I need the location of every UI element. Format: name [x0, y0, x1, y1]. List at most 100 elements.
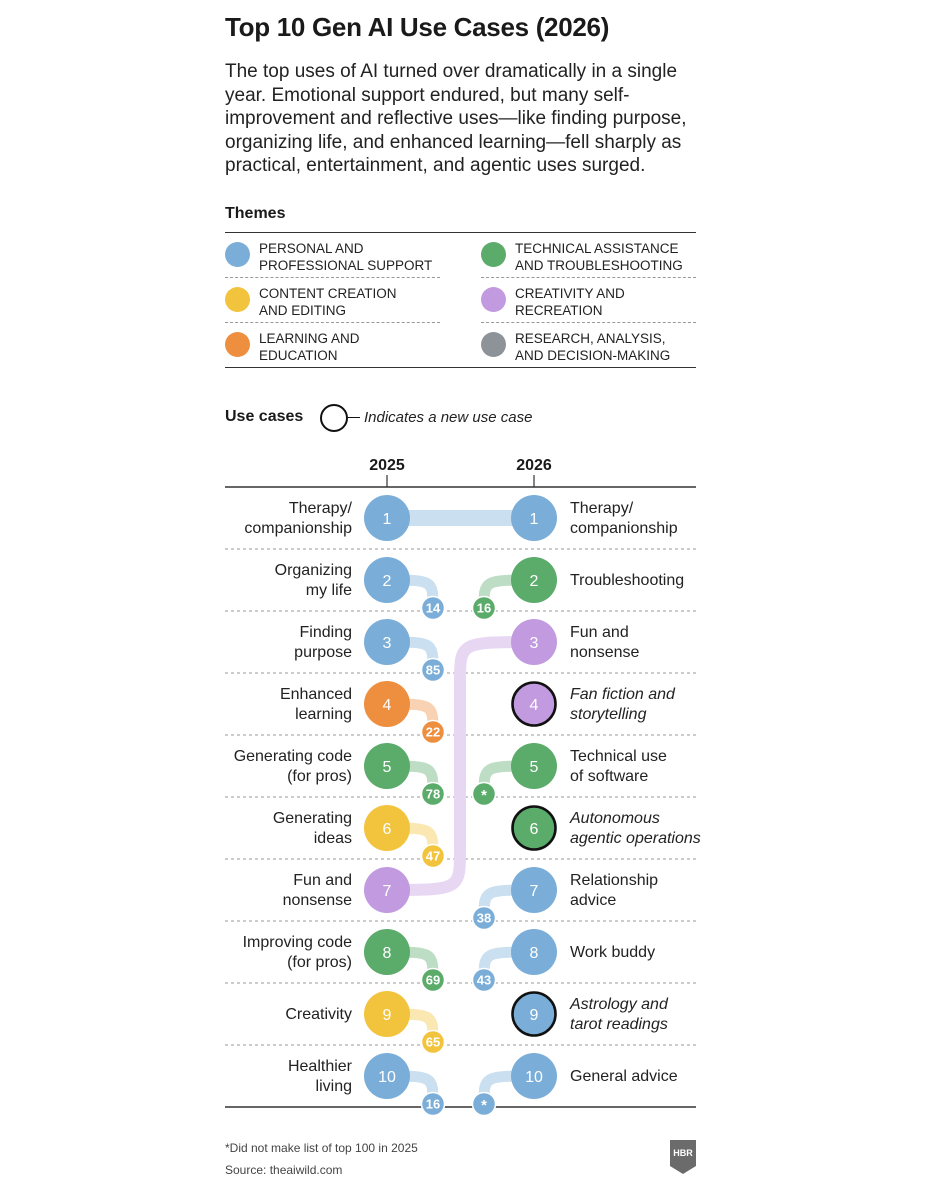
rank-2026-number: 4: [530, 697, 539, 714]
rank-2025-circle: [364, 805, 410, 851]
rank-2025-badge-label: 38: [477, 911, 491, 926]
rank-2026-badge-label: 65: [426, 1035, 440, 1050]
legend-label-personal: Personal and professional support: [259, 241, 433, 273]
rank-2026-badge-label: 47: [426, 849, 440, 864]
rank-2026-circle: [511, 557, 557, 603]
rank-2025-circle: [364, 991, 410, 1037]
rank-2026-circle: [511, 929, 557, 975]
legend-divider: [225, 277, 440, 278]
rank-2026-badge-label: 16: [426, 1097, 440, 1112]
use-case-2025-label: Generating ideas: [273, 810, 352, 847]
legend-item-content: Content creation and editing: [225, 278, 440, 322]
rank-2026-circle-new: [511, 805, 557, 851]
rank-2025-number: 6: [383, 821, 392, 838]
legend-item-learning: Learning and education: [225, 323, 440, 367]
rank-2026-badge: [420, 657, 446, 683]
new-use-case-note: Indicates a new use case: [364, 409, 533, 426]
rank-2026-badge: [420, 1029, 446, 1055]
rank-2025-circle: [364, 557, 410, 603]
use-case-2026-label: Astrology and tarot readings: [569, 996, 669, 1033]
legend-dot-content: [225, 287, 250, 312]
rank-2025-badge: [471, 781, 497, 807]
rank-2025-number: 2: [383, 573, 392, 590]
use-case-2026-label: Technical use of software: [570, 748, 667, 785]
footnote: *Did not make list of top 100 in 2025: [225, 1141, 418, 1155]
rank-2025-circle: [364, 743, 410, 789]
rank-2026-badge-label: 78: [426, 787, 440, 802]
rank-2025-circle: [364, 929, 410, 975]
rank-2026-number: 10: [525, 1069, 543, 1086]
use-cases-heading: Use cases: [225, 408, 304, 425]
use-case-2025-label: Fun and nonsense: [283, 872, 352, 909]
rank-2026-circle: [511, 867, 557, 913]
legend-dot-personal: [225, 242, 250, 267]
rank-2026-badge-label: 85: [426, 663, 440, 678]
use-case-2026-label: Fun and nonsense: [570, 624, 639, 661]
use-case-2026-label: Troubleshooting: [570, 572, 684, 589]
use-case-2026-label: General advice: [570, 1068, 678, 1085]
rank-2025-number: 7: [383, 883, 392, 900]
source: Source: theaiwild.com: [225, 1163, 343, 1177]
rank-2026-circle-new: [511, 991, 557, 1037]
legend-item-creativity: Creativity and recreation: [481, 278, 696, 322]
rank-2025-number: 3: [383, 635, 392, 652]
rank-2025-circle: [364, 495, 410, 541]
use-case-2026-label: Therapy/companionship: [570, 500, 678, 537]
use-case-2025-label: Improving code (for pros): [243, 934, 352, 971]
rank-2025-number: 5: [383, 759, 392, 776]
hbr-logo: HBR: [670, 1140, 696, 1174]
rank-2025-badge-label: 43: [477, 973, 491, 988]
rank-2025-badge: [471, 1091, 497, 1117]
rank-2026-badge: [420, 781, 446, 807]
legend-label-creativity: Creativity and recreation: [515, 286, 625, 318]
legend-label-content: Content creation and editing: [259, 286, 397, 318]
rank-2026-badge-label: 22: [426, 725, 440, 740]
use-case-2025-label: Healthier living: [288, 1058, 353, 1095]
legend-divider: [481, 277, 696, 278]
rank-2025-circle: [364, 867, 410, 913]
rank-2026-circle: [511, 495, 557, 541]
legend-dot-research: [481, 332, 506, 357]
legend-item-technical: Technical assistance and troubleshooting: [481, 233, 696, 277]
use-case-2026-label: Relationship advice: [570, 872, 658, 909]
legend-label-technical: Technical assistance and troubleshooting: [515, 241, 683, 273]
new-use-case-connector: [348, 417, 360, 418]
rank-2025-number: 10: [378, 1069, 396, 1086]
rank-2025-circle: [364, 619, 410, 665]
rank-2026-badge: [420, 1091, 446, 1117]
legend-item-research: Research, analysis, and decision-making: [481, 323, 696, 367]
rank-2026-badge-label: 69: [426, 973, 440, 988]
rank-2025-badge: [471, 905, 497, 931]
new-use-case-ring-icon: [320, 404, 348, 432]
rank-2026-number: 1: [530, 511, 539, 528]
rank-2026-badge-label: 14: [426, 601, 441, 616]
use-case-2025-label: Creativity: [285, 1006, 352, 1023]
column-header-2025: 2025: [369, 457, 405, 474]
rank-2026-badge: [420, 843, 446, 869]
legend-divider: [481, 322, 696, 323]
rank-2026-number: 7: [530, 883, 539, 900]
legend-label-learning: Learning and education: [259, 331, 360, 363]
legend-divider: [225, 322, 440, 323]
rank-2025-number: 8: [383, 945, 392, 962]
use-case-2026-label: Autonomous agentic operations: [569, 810, 701, 847]
themes-legend: Personal and professional support Technic…: [225, 232, 696, 368]
rank-2026-circle: [511, 619, 557, 665]
rank-2025-circle: [364, 1053, 410, 1099]
legend-dot-technical: [481, 242, 506, 267]
rank-2025-badge-label: *: [481, 787, 487, 804]
column-header-2026: 2026: [516, 457, 552, 474]
rank-2025-badge-label: 16: [477, 601, 491, 616]
rank-2025-circle: [364, 681, 410, 727]
rank-2026-number: 6: [530, 821, 539, 838]
rank-2026-number: 8: [530, 945, 539, 962]
use-case-2025-label: Enhanced learning: [280, 686, 352, 723]
rank-connector: [381, 636, 540, 896]
themes-heading: Themes: [225, 205, 286, 222]
legend-dot-creativity: [481, 287, 506, 312]
rank-2025-number: 1: [383, 511, 392, 528]
use-case-2026-label: Fan fiction and storytelling: [570, 686, 676, 723]
legend-item-personal: Personal and professional support: [225, 233, 440, 277]
rank-2025-badge: [471, 595, 497, 621]
